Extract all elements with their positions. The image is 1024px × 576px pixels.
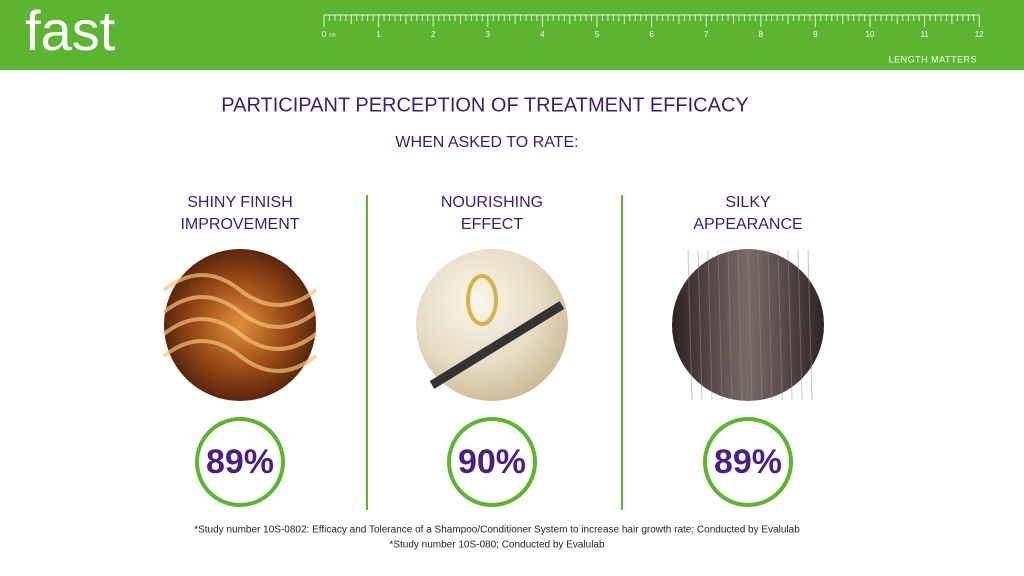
item-image: [416, 249, 568, 401]
hair-line: [747, 249, 753, 401]
value-ring: [195, 417, 285, 507]
ruler-label: 12: [975, 30, 984, 39]
hair-line: [687, 249, 693, 401]
ruler-label: 7: [704, 30, 709, 39]
hair-line: [787, 249, 793, 401]
hair-line: [807, 249, 813, 401]
ruler-label: 0: [322, 30, 327, 39]
hair-wave: [162, 273, 318, 307]
item-value: 90%: [458, 443, 526, 481]
ruler-label: 8: [759, 30, 764, 39]
hair-line: [767, 249, 773, 401]
value-ring: [703, 417, 793, 507]
hair-line: [777, 249, 783, 401]
ruler-unit: cm: [329, 32, 336, 38]
ruler-label: 5: [595, 30, 600, 39]
subtitle: WHEN ASKED TO RATE:: [395, 134, 578, 151]
hair-line: [727, 249, 733, 401]
header-bar: [0, 0, 1024, 70]
hair-wave: [162, 339, 318, 373]
ruler-label: 10: [866, 30, 875, 39]
ruler-label: 1: [376, 30, 381, 39]
hair-line: [707, 249, 713, 401]
tagline: LENGTH MATTERS: [889, 54, 977, 64]
hair-wave: [162, 317, 318, 351]
value-ring: [447, 417, 537, 507]
ruler-label: 3: [486, 30, 491, 39]
item-value: 89%: [206, 443, 274, 481]
item-label: EFFECT: [461, 216, 523, 233]
hair-wave: [162, 295, 318, 329]
columns: SHINY FINISH IMPROVEMENT 89% NOURISHING EFFE…: [162, 194, 824, 507]
item-value: 89%: [714, 443, 782, 481]
ruler-label: 9: [813, 30, 818, 39]
footnote: *Study number 10S-080; Conducted by Eval…: [389, 540, 605, 551]
item-image: [672, 249, 824, 401]
item-label: SHINY FINISH: [187, 194, 293, 211]
hair-line: [717, 249, 723, 401]
hair-line: [757, 249, 763, 401]
item-image: [164, 249, 316, 401]
title: PARTICIPANT PERCEPTION OF TREATMENT EFFI…: [221, 94, 748, 116]
footnote: *Study number 10S-0802: Efficacy and Tol…: [194, 525, 800, 536]
hair-line: [697, 249, 703, 401]
item-label: IMPROVEMENT: [180, 216, 299, 233]
hair-line: [797, 249, 803, 401]
hair-strand: [429, 301, 565, 389]
oil-drop: [466, 274, 498, 326]
item-label: SILKY: [725, 194, 771, 211]
ruler-label: 6: [649, 30, 654, 39]
hair-line: [737, 249, 743, 401]
item-label: NOURISHING: [441, 194, 543, 211]
ruler-label: 2: [431, 30, 436, 39]
ruler-label: 11: [920, 30, 929, 39]
item-label: APPEARANCE: [693, 216, 802, 233]
logo: fast: [25, 0, 116, 62]
ruler-label: 4: [540, 30, 545, 39]
